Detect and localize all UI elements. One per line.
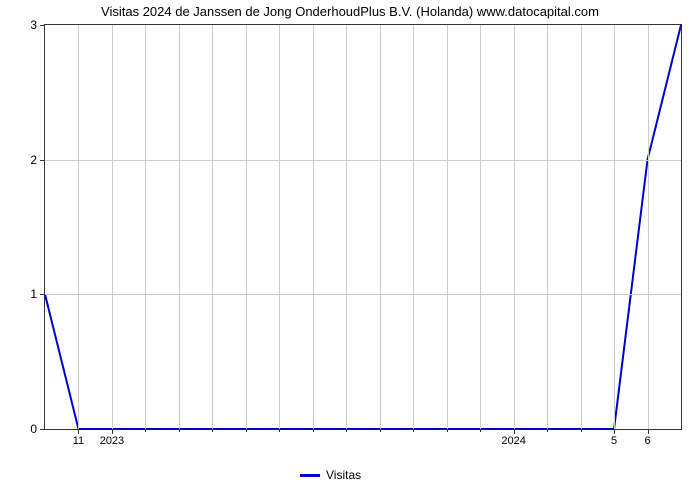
x-tick-mark-minor — [145, 429, 146, 432]
x-tick-mark-minor — [581, 429, 582, 432]
grid-line-horizontal — [45, 160, 681, 161]
x-axis-tick-label: 2023 — [100, 429, 124, 447]
x-tick-mark-minor — [380, 429, 381, 432]
x-tick-mark-minor — [313, 429, 314, 432]
x-axis-tick-label: 2024 — [501, 429, 525, 447]
grid-line-vertical — [145, 25, 146, 429]
series-line — [45, 25, 681, 429]
x-tick-mark-minor — [447, 429, 448, 432]
x-tick-mark-minor — [346, 429, 347, 432]
grid-line-vertical — [212, 25, 213, 429]
grid-line-vertical — [413, 25, 414, 429]
grid-line-vertical — [246, 25, 247, 429]
grid-line-vertical — [380, 25, 381, 429]
grid-line-vertical — [179, 25, 180, 429]
grid-line-vertical — [78, 25, 79, 429]
x-axis-tick-label: 6 — [644, 429, 650, 447]
plot-area: 0123112023202456 — [44, 24, 682, 430]
grid-line-vertical — [112, 25, 113, 429]
grid-line-vertical — [346, 25, 347, 429]
legend-swatch — [300, 474, 320, 477]
grid-line-vertical — [547, 25, 548, 429]
grid-line-vertical — [514, 25, 515, 429]
y-axis-tick-label: 2 — [30, 153, 45, 167]
grid-line-vertical — [480, 25, 481, 429]
x-tick-mark-minor — [480, 429, 481, 432]
y-axis-tick-label: 3 — [30, 18, 45, 32]
chart-container: Visitas 2024 de Janssen de Jong Onderhou… — [0, 0, 700, 500]
data-line — [45, 25, 681, 429]
grid-line-vertical — [614, 25, 615, 429]
x-tick-mark-minor — [246, 429, 247, 432]
x-tick-mark-minor — [413, 429, 414, 432]
y-axis-tick-label: 0 — [30, 422, 45, 436]
grid-line-horizontal — [45, 294, 681, 295]
grid-line-vertical — [313, 25, 314, 429]
x-axis-tick-label: 5 — [611, 429, 617, 447]
grid-line-vertical — [447, 25, 448, 429]
x-tick-mark-minor — [212, 429, 213, 432]
grid-line-vertical — [648, 25, 649, 429]
legend-label: Visitas — [326, 468, 361, 482]
x-tick-mark-minor — [279, 429, 280, 432]
x-tick-mark-minor — [179, 429, 180, 432]
x-axis-tick-label: 11 — [73, 429, 84, 447]
grid-line-vertical — [279, 25, 280, 429]
grid-line-vertical — [581, 25, 582, 429]
chart-title: Visitas 2024 de Janssen de Jong Onderhou… — [0, 4, 700, 19]
y-axis-tick-label: 1 — [30, 287, 45, 301]
legend: Visitas — [300, 468, 361, 482]
x-tick-mark-minor — [547, 429, 548, 432]
